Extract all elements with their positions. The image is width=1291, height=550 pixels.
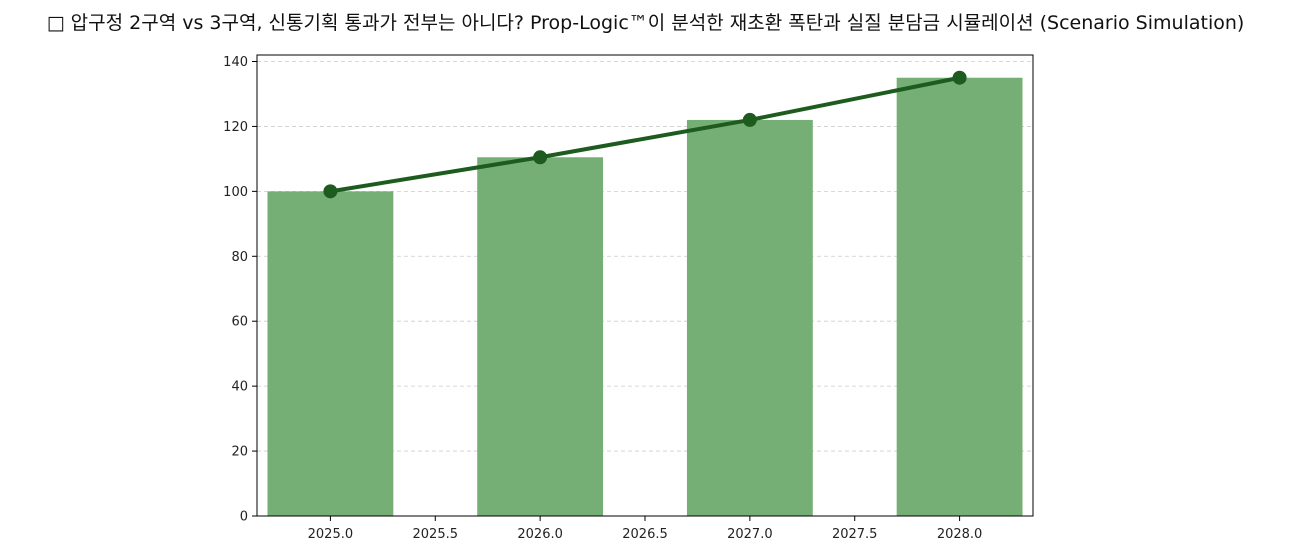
y-tick-label: 80	[231, 250, 248, 265]
y-tick-label: 0	[240, 510, 248, 525]
x-tick-label: 2027.5	[832, 527, 878, 542]
x-tick-label: 2026.5	[622, 527, 668, 542]
line-point	[533, 150, 548, 165]
line-point	[323, 184, 338, 199]
bar	[267, 191, 394, 516]
chart-title: □ 압구정 2구역 vs 3구역, 신통기획 통과가 전부는 아니다? Prop…	[46, 12, 1245, 34]
trend-line	[330, 75, 960, 194]
y-tick-label: 100	[223, 185, 248, 200]
bar	[686, 119, 813, 517]
y-tick-label: 40	[231, 380, 248, 395]
bars	[267, 77, 1023, 517]
trend-line-series	[323, 70, 967, 199]
y-tick-label: 60	[231, 315, 248, 330]
y-tick-label: 140	[223, 55, 248, 70]
bar	[896, 77, 1023, 517]
x-tick-label: 2025.0	[308, 527, 354, 542]
y-tick-label: 20	[231, 445, 248, 460]
x-tick-label: 2028.0	[937, 527, 983, 542]
y-tick-label: 120	[223, 120, 248, 135]
line-point	[742, 112, 757, 127]
line-point	[952, 70, 967, 85]
x-tick-label: 2027.0	[727, 527, 773, 542]
bar	[477, 157, 604, 516]
axes: 0 20 40 60 80 100 120 140 2025.0 2025.5 2026.0 2026…	[223, 55, 982, 542]
x-tick-label: 2025.5	[413, 527, 459, 542]
x-tick-label: 2026.0	[517, 527, 563, 542]
